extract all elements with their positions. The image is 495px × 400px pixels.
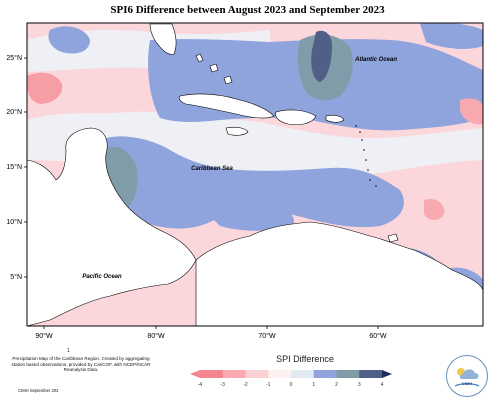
lat-label: 25°N <box>6 54 22 62</box>
legend-max-arrow <box>382 370 392 378</box>
lon-label: 60°W <box>369 332 387 340</box>
footer-description: Precipitation Map of the Caribbean Regio… <box>11 356 151 373</box>
lat-label: 20°N <box>6 108 22 116</box>
legend-title: SPI Difference <box>276 354 334 364</box>
lat-label: 15°N <box>6 163 22 171</box>
lesser-antilles <box>355 125 377 187</box>
logo-emblem-icon <box>454 368 480 387</box>
legend-swatch <box>268 370 292 378</box>
legend-min-arrow <box>190 370 200 378</box>
pacific-ocean-label: Pacific Ocean <box>82 274 122 280</box>
legend-tick-label: -2 <box>243 382 248 388</box>
lon-label: 70°W <box>258 332 276 340</box>
legend-swatch <box>222 370 246 378</box>
legend-tick-label: -3 <box>221 382 226 388</box>
atlantic-ocean-label: Atlantic Ocean <box>354 57 397 63</box>
lon-label: 90°W <box>35 332 53 340</box>
latitude-ticks <box>24 57 27 278</box>
legend-swatch <box>313 370 337 378</box>
logo-label: CIMH <box>461 381 473 386</box>
legend-colorbar <box>190 370 392 378</box>
legend-tick-label: 1 <box>312 382 315 388</box>
legend-swatch <box>245 370 269 378</box>
lat-label: 10°N <box>6 218 22 226</box>
legend-tick-label: -1 <box>266 382 271 388</box>
caribbean-sea-label: Caribbean Sea <box>191 166 233 172</box>
axis-labels: 25°N 20°N 15°N 10°N 5°N 90°W 80°W 70°W 6… <box>6 54 387 340</box>
land <box>27 23 483 326</box>
lat-label: 5°N <box>10 273 22 281</box>
legend-swatch <box>359 370 383 378</box>
map-title: SPI6 Difference between August 2023 and … <box>110 4 385 16</box>
longitude-ticks <box>43 326 379 329</box>
legend-tick-label: 3 <box>358 382 361 388</box>
legend-ticks: -4 -3 -2 -1 0 1 2 3 4 <box>198 382 384 388</box>
legend-swatch <box>336 370 360 378</box>
footer-dot: 1 <box>67 348 70 354</box>
map-frame <box>26 22 484 327</box>
legend-tick-label: 0 <box>290 382 293 388</box>
legend-tick-label: -4 <box>198 382 203 388</box>
footer-credit: CIMH September 202 <box>18 388 59 393</box>
legend-swatch <box>200 370 224 378</box>
legend-swatch <box>291 370 315 378</box>
lon-label: 80°W <box>147 332 165 340</box>
cimh-logo: CIMH <box>446 355 488 397</box>
legend-tick-label: 2 <box>335 382 338 388</box>
legend-tick-label: 4 <box>381 382 384 388</box>
